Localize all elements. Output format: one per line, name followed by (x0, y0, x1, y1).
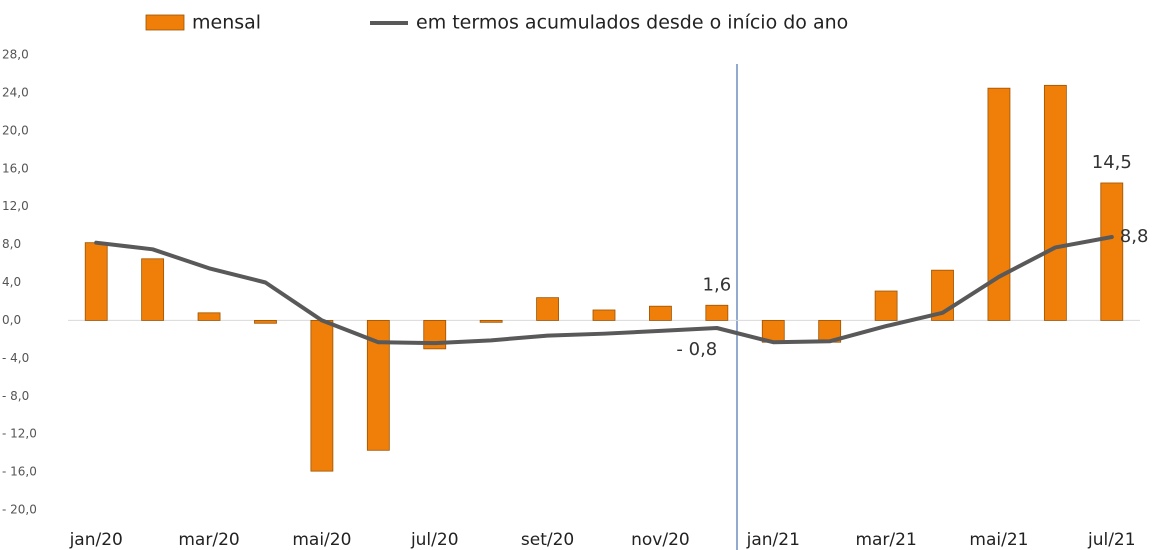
x-tick-label: jan/20 (69, 530, 123, 550)
bar (649, 305, 672, 321)
bar (592, 309, 616, 321)
bar (536, 297, 559, 321)
value-label: 1,6 (703, 274, 732, 295)
legend-label: mensal (192, 12, 261, 34)
bar (141, 258, 165, 321)
bar (84, 242, 108, 321)
bar (197, 312, 221, 321)
y-tick-label: - 12,0 (2, 427, 37, 441)
bar (1100, 182, 1124, 321)
y-tick-label: 12,0 (2, 199, 29, 213)
bar (987, 87, 1011, 321)
y-tick-label: - 8,0 (2, 389, 29, 403)
x-tick-label: set/20 (521, 530, 574, 550)
y-tick-label: 16,0 (2, 161, 29, 175)
x-tick-label: mai/21 (969, 530, 1028, 550)
legend-label: em termos acumulados desde o início do a… (416, 12, 848, 34)
line (94, 235, 1114, 346)
bar (479, 320, 503, 323)
y-tick-label: 20,0 (2, 123, 29, 137)
y-tick-label: 28,0 (2, 48, 29, 62)
y-tick-label: - 16,0 (2, 465, 37, 479)
x-tick-label: mar/20 (178, 530, 239, 550)
y-tick-label: 24,0 (2, 85, 29, 99)
bar (874, 290, 898, 321)
bar (366, 320, 390, 451)
value-label: 8,8 (1120, 226, 1149, 247)
bar (310, 320, 334, 472)
bar (254, 320, 277, 324)
y-tick-label: - 4,0 (2, 351, 29, 365)
y-tick-label: 0,0 (2, 313, 21, 327)
y-tick-label: 8,0 (2, 237, 21, 251)
x-tick-label: nov/20 (631, 530, 690, 550)
bar (1043, 84, 1067, 321)
legend-swatch (145, 14, 185, 31)
value-label: 14,5 (1092, 152, 1132, 173)
x-tick-label: mar/21 (855, 530, 916, 550)
y-tick-label: - 20,0 (2, 503, 37, 517)
x-tick-label: mai/20 (292, 530, 351, 550)
x-tick-label: jul/20 (410, 530, 459, 550)
value-label: - 0,8 (676, 339, 717, 360)
y-tick-label: 4,0 (2, 275, 21, 289)
bar (705, 304, 729, 321)
x-tick-label: jul/21 (1087, 530, 1136, 550)
x-tick-label: jan/21 (746, 530, 800, 550)
